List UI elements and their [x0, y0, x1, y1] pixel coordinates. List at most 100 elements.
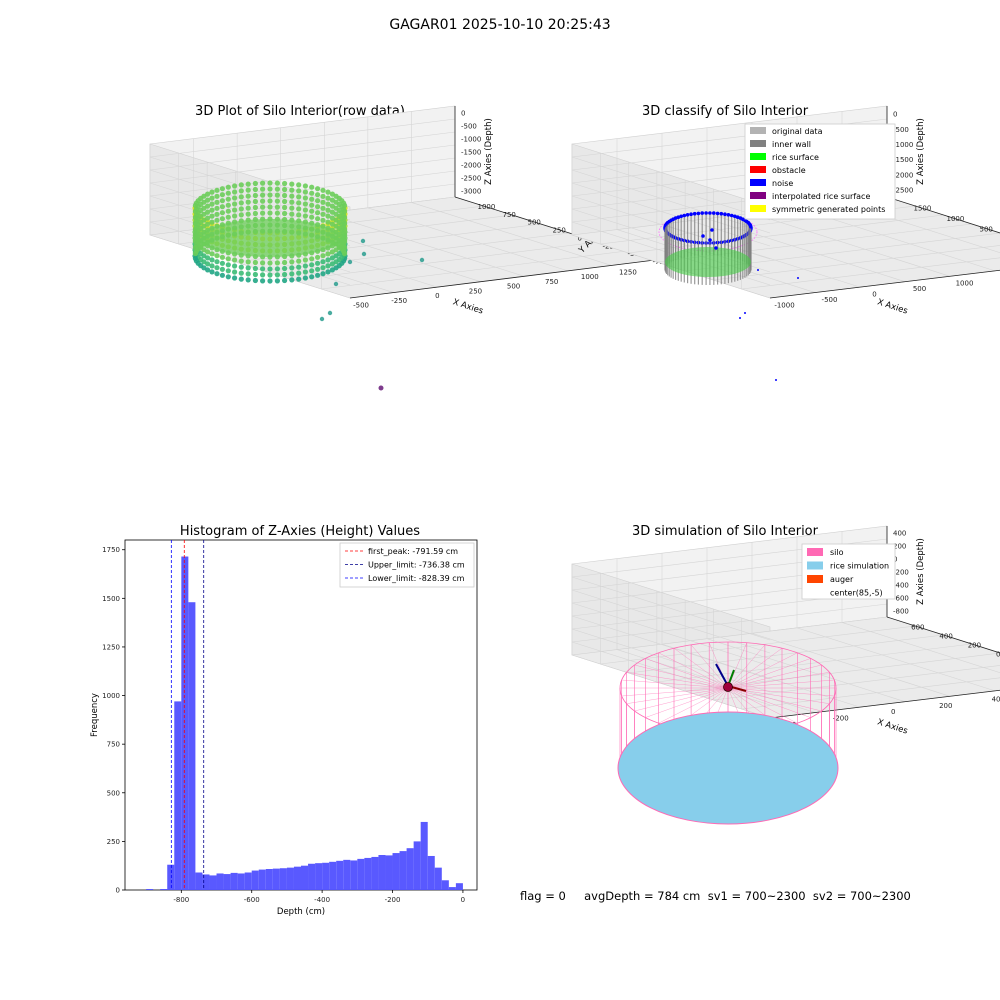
raw-grid-line — [149, 144, 456, 184]
raw-z-tick: -2500 — [461, 175, 481, 183]
sim-silo-line — [727, 687, 835, 697]
raw-point — [289, 187, 295, 193]
raw-point — [260, 198, 266, 204]
raw-x-tick: -250 — [391, 297, 407, 305]
raw-x-tick: 1250 — [619, 268, 637, 276]
histogram-bar — [272, 868, 280, 890]
raw-point — [205, 215, 211, 221]
classify-grid-line — [571, 156, 771, 221]
sim-legend-label: silo — [830, 548, 844, 557]
classify-x-tick: 0 — [872, 290, 876, 298]
sim-panel-title: 3D simulation of Silo Interior — [632, 524, 818, 539]
raw-point — [219, 260, 225, 266]
raw-point — [219, 210, 225, 216]
classify-legend-swatch — [750, 153, 766, 160]
raw-point — [267, 260, 273, 266]
sim-z-tick: -200 — [893, 569, 909, 577]
histogram-bar — [286, 867, 294, 890]
classify-noise-point — [704, 211, 708, 215]
classify-legend-label: original data — [772, 127, 823, 136]
raw-point — [232, 263, 238, 269]
raw-z-tick: -3000 — [461, 188, 481, 196]
sim-silo-line — [727, 652, 798, 689]
raw-point — [289, 265, 295, 271]
classify-noise-point — [701, 234, 705, 238]
sim-z-tick: -800 — [893, 608, 909, 616]
raw-point — [232, 207, 238, 213]
classify-z-tick: -1500 — [893, 156, 913, 164]
sim-grid-line — [706, 638, 906, 703]
raw-outlier-point — [333, 281, 339, 287]
histogram-bar — [399, 851, 407, 890]
raw-point — [325, 201, 331, 207]
raw-point — [209, 263, 215, 269]
sim-silo-line — [626, 672, 729, 689]
raw-point — [329, 255, 335, 261]
raw-point — [225, 202, 231, 208]
sim-grid-line — [841, 622, 1000, 674]
raw-point — [225, 274, 231, 280]
raw-point — [219, 204, 225, 210]
raw-point — [315, 272, 321, 278]
raw-point — [329, 261, 335, 267]
raw-point — [282, 210, 288, 217]
raw-point — [232, 213, 238, 219]
sim-z-tick: 400 — [893, 530, 906, 538]
raw-point — [274, 198, 280, 204]
raw-point — [302, 269, 308, 275]
raw-point — [238, 276, 244, 282]
raw-z-tick: -1500 — [461, 149, 481, 157]
raw-outlier-point — [378, 385, 384, 391]
raw-point — [267, 204, 273, 210]
raw-panel-title: 3D Plot of Silo Interior(row data) — [195, 104, 405, 119]
sim-silo-line — [727, 648, 783, 689]
raw-point — [252, 259, 258, 266]
raw-point — [329, 267, 335, 273]
histogram-title: Histogram of Z-Axies (Height) Values — [179, 524, 421, 539]
raw-point — [325, 189, 331, 195]
raw-point — [252, 204, 258, 211]
raw-point — [214, 217, 220, 223]
raw-point — [274, 204, 280, 210]
sim-grid-line — [741, 677, 1000, 710]
sim-legend-label: rice simulation — [830, 562, 889, 571]
sim-grid-line — [571, 603, 888, 643]
histogram-bar — [202, 874, 210, 890]
sim-z-tick: 200 — [893, 543, 906, 551]
raw-point — [302, 189, 308, 195]
raw-point — [315, 204, 321, 210]
raw-point — [219, 192, 225, 198]
raw-x-axis-line — [349, 259, 656, 299]
raw-point — [238, 182, 244, 188]
histogram-bar — [223, 874, 231, 890]
sim-silo-line — [727, 664, 822, 689]
raw-y-tick: 1000 — [478, 203, 496, 211]
raw-point — [320, 253, 326, 259]
histogram-bar — [293, 866, 301, 890]
figure-title: GAGAR01 2025-10-10 20:25:43 — [389, 17, 611, 33]
histogram-bar — [265, 869, 273, 890]
raw-point — [214, 265, 220, 271]
raw-point — [209, 201, 215, 207]
raw-point — [289, 193, 295, 199]
raw-point — [209, 251, 215, 257]
raw-point — [238, 200, 244, 206]
raw-point — [325, 251, 331, 257]
raw-point — [225, 184, 231, 190]
classify-noise-point — [739, 317, 741, 319]
raw-rice-floor — [201, 219, 339, 257]
raw-point — [325, 263, 331, 269]
raw-point — [320, 271, 326, 277]
raw-point — [309, 274, 315, 280]
status-line: flag = 0 avgDepth = 784 cm sv1 = 700~230… — [520, 889, 911, 903]
classify-symmetric-ring — [658, 212, 758, 252]
raw-point — [209, 269, 215, 275]
classify-legend-label: obstacle — [772, 166, 806, 175]
sim-z-tick: -600 — [893, 595, 909, 603]
raw-point — [245, 187, 251, 193]
raw-point — [342, 214, 348, 221]
classify-legend-swatch — [750, 205, 766, 212]
classify-grid-line — [713, 245, 1000, 281]
raw-y-tick: 500 — [528, 219, 541, 227]
raw-point — [245, 271, 251, 277]
